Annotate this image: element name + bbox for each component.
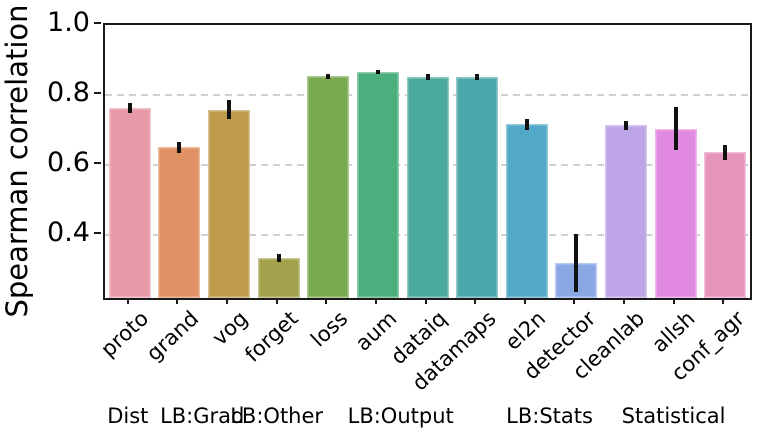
error-bar bbox=[723, 145, 728, 160]
error-bar bbox=[127, 103, 132, 113]
x-tick-mark bbox=[275, 298, 278, 304]
x-tick-mark bbox=[523, 298, 526, 304]
error-bar bbox=[276, 254, 281, 262]
bar bbox=[505, 124, 548, 298]
y-tick-label: 1.0 bbox=[47, 7, 90, 38]
x-tick-mark bbox=[325, 298, 328, 304]
bar bbox=[208, 109, 251, 298]
x-tick-mark bbox=[474, 298, 477, 304]
error-bar bbox=[673, 107, 678, 150]
error-bar bbox=[425, 74, 430, 80]
y-tick-mark bbox=[94, 232, 101, 234]
plot-area bbox=[103, 23, 752, 300]
x-tick-mark bbox=[176, 298, 179, 304]
bar bbox=[108, 107, 151, 298]
x-tick-label: loss bbox=[305, 306, 352, 352]
x-tick-mark bbox=[126, 298, 129, 304]
x-tick-mark bbox=[722, 298, 725, 304]
x-tick-mark bbox=[226, 298, 229, 304]
y-tick-label: 0.8 bbox=[47, 77, 90, 108]
y-tick-label: 0.6 bbox=[47, 147, 90, 178]
x-tick-mark bbox=[672, 298, 675, 304]
bar bbox=[257, 258, 300, 298]
x-tick-mark bbox=[622, 298, 625, 304]
group-label: LB:Stats bbox=[506, 404, 593, 428]
bar bbox=[307, 76, 350, 298]
bar bbox=[654, 128, 697, 298]
bar bbox=[604, 125, 647, 298]
error-bar bbox=[574, 233, 579, 293]
x-tick-mark bbox=[424, 298, 427, 304]
x-tick-label: proto bbox=[96, 306, 154, 362]
group-label: LB:Output bbox=[347, 404, 454, 428]
y-tick-label: 0.4 bbox=[47, 217, 90, 248]
bar bbox=[406, 77, 449, 298]
group-label: Statistical bbox=[621, 404, 726, 428]
error-bar bbox=[227, 99, 232, 120]
error-bar bbox=[375, 69, 380, 74]
error-bar bbox=[524, 119, 529, 130]
bar bbox=[356, 71, 399, 298]
error-bar bbox=[326, 74, 331, 79]
group-label: Dist bbox=[107, 404, 149, 428]
bar bbox=[456, 76, 499, 298]
y-tick-mark bbox=[94, 22, 101, 24]
bar bbox=[158, 147, 201, 298]
group-label: LB:Grad bbox=[160, 404, 245, 428]
y-tick-mark bbox=[94, 92, 101, 94]
x-tick-label: forget bbox=[239, 306, 303, 367]
x-tick-mark bbox=[374, 298, 377, 304]
group-label: LB:Other bbox=[230, 404, 324, 428]
x-tick-mark bbox=[573, 298, 576, 304]
error-bar bbox=[475, 74, 480, 80]
bar bbox=[704, 152, 747, 298]
x-tick-label: grand bbox=[141, 306, 204, 366]
error-bar bbox=[177, 141, 182, 153]
error-bar bbox=[623, 120, 628, 130]
y-tick-mark bbox=[94, 162, 101, 164]
